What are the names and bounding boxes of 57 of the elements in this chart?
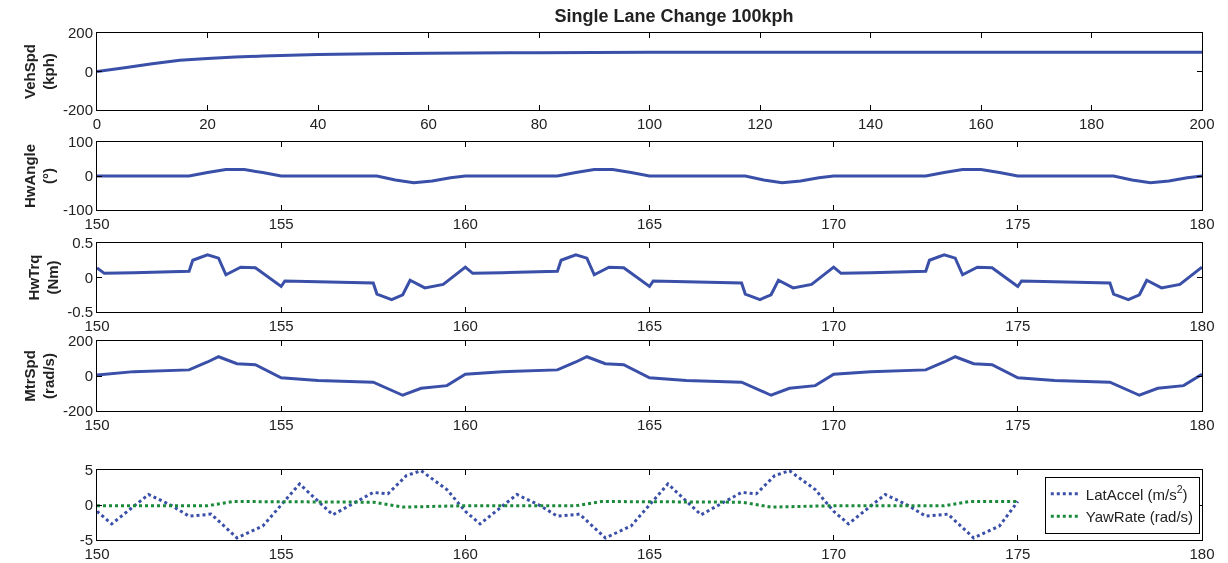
x-tick-label: 165 <box>636 416 663 433</box>
x-tick-label: 160 <box>452 416 478 433</box>
x-tick-label: 170 <box>821 545 847 562</box>
x-tick-label: 155 <box>268 416 294 433</box>
x-tick-label: 160 <box>452 215 478 232</box>
y-tick-label: 0 <box>84 268 93 286</box>
x-tick-label: 180 <box>1189 317 1215 334</box>
legend-label: YawRate (rad/s) <box>1085 508 1194 526</box>
x-tick-label: 200 <box>1189 115 1215 132</box>
x-tick-label: 180 <box>1189 416 1215 433</box>
y-axis-title: HwAngle (°) <box>20 143 58 209</box>
y-tick-label: 0 <box>84 62 93 80</box>
x-tick-label: 40 <box>309 115 327 132</box>
x-tick-label: 80 <box>530 115 548 132</box>
chart-title: Single Lane Change 100kph <box>554 6 794 27</box>
y-tick-label: 100 <box>67 133 93 151</box>
x-tick-label: 175 <box>1005 416 1031 433</box>
x-tick-label: 180 <box>1189 215 1215 232</box>
x-tick-label: 160 <box>968 115 994 132</box>
x-tick-label: 120 <box>747 115 773 132</box>
y-tick-label: 200 <box>67 24 93 42</box>
y-axis-title: VehSpd (kph) <box>20 43 58 100</box>
line-series <box>97 168 1202 185</box>
legend-label: LatAccel (m/s$^{2}$) <box>1085 483 1188 503</box>
x-tick-label: 180 <box>1189 545 1215 562</box>
x-tick-label: 160 <box>452 317 478 334</box>
y-tick-label: 5 <box>84 461 93 479</box>
x-tick-label: 170 <box>821 317 847 334</box>
y-tick-label: 0 <box>84 496 93 514</box>
x-tick-label: 140 <box>857 115 884 132</box>
x-tick-label: 60 <box>420 115 437 132</box>
y-tick-label: -200 <box>62 101 93 119</box>
line-series <box>97 355 1202 397</box>
y-tick-label: 200 <box>67 332 93 350</box>
x-tick-label: 155 <box>268 317 294 334</box>
line-series <box>97 470 1020 540</box>
line-series <box>97 50 1202 73</box>
y-axis-title: MtrSpd (rad/s) <box>20 350 58 402</box>
x-tick-label: 175 <box>1005 215 1031 232</box>
x-tick-label: 170 <box>821 416 847 433</box>
x-tick-label: 100 <box>636 115 663 132</box>
x-tick-label: 165 <box>636 545 663 562</box>
x-tick-label: 165 <box>636 317 663 334</box>
x-tick-label: 155 <box>268 215 294 232</box>
x-tick-label: 165 <box>636 215 663 232</box>
line-series <box>97 253 1202 302</box>
x-tick-label: 175 <box>1005 317 1031 334</box>
x-tick-label: 20 <box>199 115 216 132</box>
x-tick-label: 175 <box>1005 545 1031 562</box>
y-axis-title: HwTrq (Nm) <box>24 254 62 301</box>
y-tick-label: 0 <box>84 367 93 385</box>
x-tick-label: 155 <box>268 545 294 562</box>
y-tick-label: 0.5 <box>72 234 93 252</box>
y-tick-label: 0 <box>84 167 93 185</box>
x-tick-label: 160 <box>452 545 478 562</box>
x-tick-label: 180 <box>1078 115 1105 132</box>
x-tick-label: 170 <box>821 215 847 232</box>
